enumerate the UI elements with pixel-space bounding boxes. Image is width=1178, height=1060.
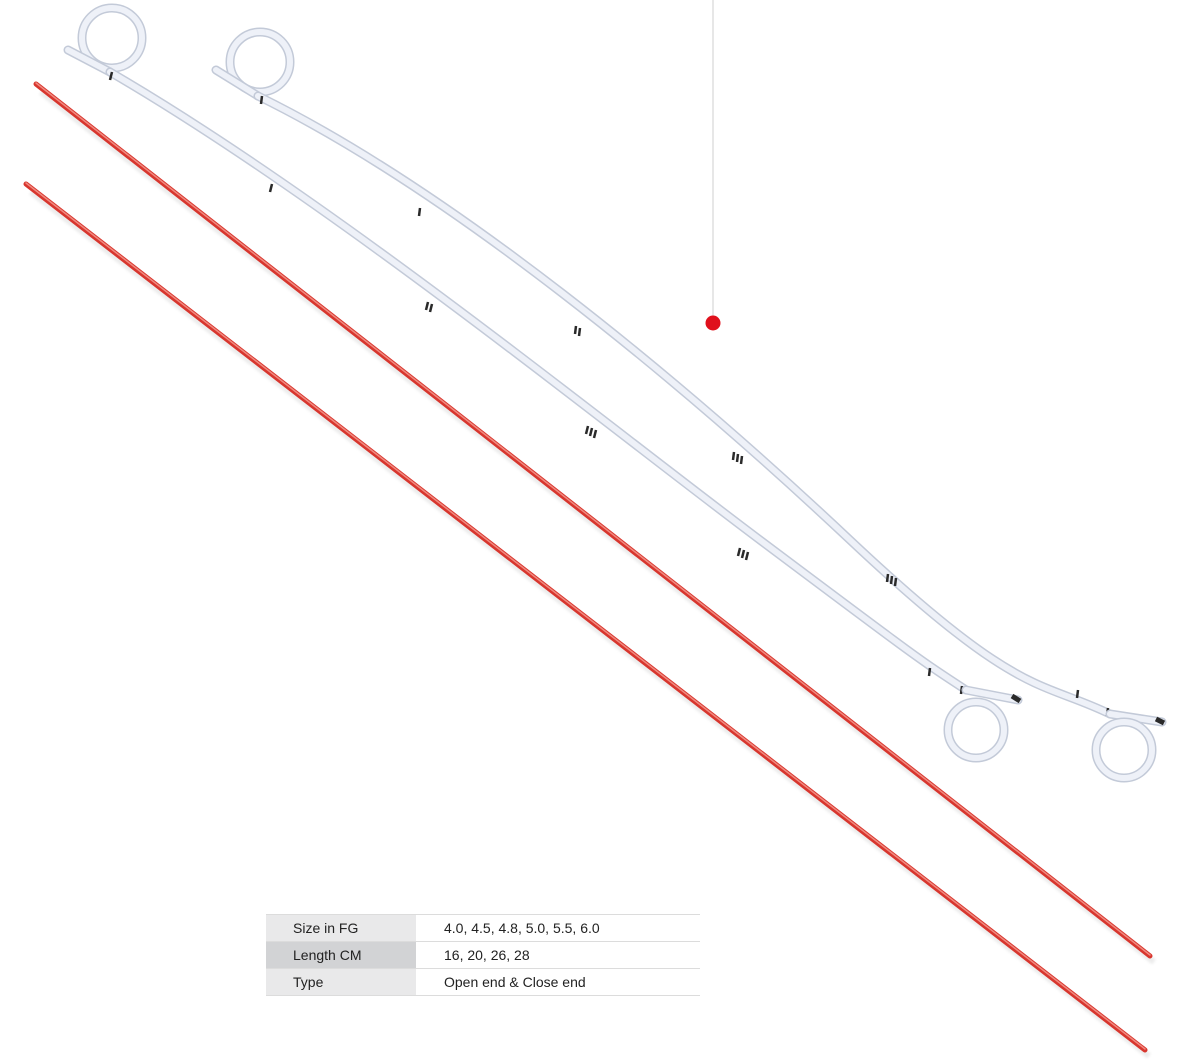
callout-dot-icon [705,315,721,331]
spec-label: Size in FG [266,914,416,942]
spec-value: 4.0, 4.5, 4.8, 5.0, 5.5, 6.0 [416,914,700,942]
spec-row-type: Type Open end & Close end [266,968,700,996]
spec-label: Type [266,968,416,996]
catheter-stent-left [63,3,1023,763]
guidewire-upper [33,81,1156,965]
spec-label: Length CM [266,941,416,969]
guidewire-lower [23,181,1151,1059]
spec-value: 16, 20, 26, 28 [416,941,700,969]
catheter-stent-right [211,27,1167,783]
spec-table: Size in FG 4.0, 4.5, 4.8, 5.0, 5.5, 6.0 … [266,914,700,996]
spec-row-length: Length CM 16, 20, 26, 28 [266,941,700,969]
spec-value: Open end & Close end [416,968,700,996]
spec-row-size: Size in FG 4.0, 4.5, 4.8, 5.0, 5.5, 6.0 [266,914,700,942]
